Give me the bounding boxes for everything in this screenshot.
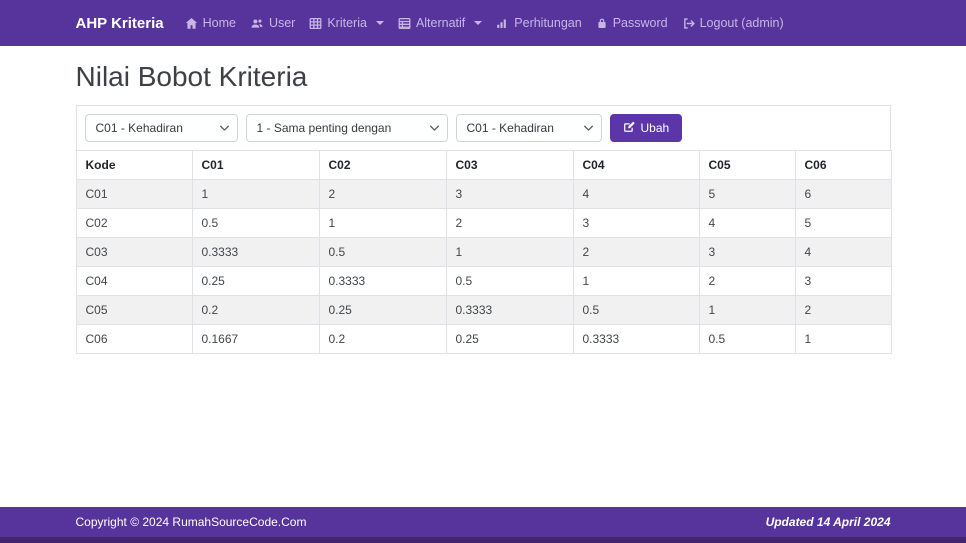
matrix-value-cell: 3 [572,208,700,238]
table-header-cell: C04 [572,150,700,180]
matrix-value-cell: 0.5 [572,295,700,325]
matrix-value-cell: 0.25 [191,266,320,296]
table-row: C01 1 2 3 4 5 6 [75,179,892,209]
nav-item-label: Password [612,16,668,30]
nav-item-user[interactable]: User [243,10,302,36]
matrix-value-cell: 2 [318,179,447,209]
matrix-value-cell: 2 [698,266,796,296]
matrix-value-cell: 0.1667 [191,324,320,354]
logout-icon [682,17,695,30]
nav-links: Home User Kriteria Alternatif Perhitunga… [178,10,791,36]
nav-item-label: Kriteria [327,16,367,30]
matrix-value-cell: 0.5 [191,208,320,238]
matrix-value-cell: 0.3333 [445,295,574,325]
footer-bar: Copyright © 2024 RumahSourceCode.Com Upd… [0,507,966,537]
matrix-value-cell: 4 [698,208,796,238]
row-kode-cell: C03 [75,237,193,267]
table-grid-icon [309,17,322,30]
home-icon [185,17,198,30]
matrix-value-cell: 1 [794,324,892,354]
table-header-cell: C02 [318,150,447,180]
brand-link[interactable]: AHP Kriteria [75,14,164,32]
matrix-value-cell: 1 [191,179,320,209]
matrix-value-cell: 1 [445,237,574,267]
row-kode-cell: C04 [75,266,193,296]
nav-item-password[interactable]: Password [589,10,675,36]
table-list-icon [398,17,411,30]
table-header-cell: C05 [698,150,796,180]
edit-icon [623,121,635,136]
matrix-value-cell: 1 [572,266,700,296]
matrix-value-cell: 5 [794,208,892,238]
footer-accent-strip [0,537,966,543]
nav-item-perhitungan[interactable]: Perhitungan [489,10,588,36]
matrix-value-cell: 3 [698,237,796,267]
matrix-value-cell: 1 [318,208,447,238]
nav-item-label: Home [202,16,236,30]
chevron-down-icon [375,21,384,25]
comparison-form: C01 - Kehadiran 1 - Sama penting dengan … [75,105,891,151]
nav-item-label: Logout (admin) [699,16,784,30]
top-navbar: AHP Kriteria Home User Kriteria Alternat… [0,0,966,46]
matrix-value-cell: 0.5 [318,237,447,267]
kriteria-right-select[interactable]: C01 - Kehadiran [455,114,602,142]
table-row: C04 0.25 0.3333 0.5 1 2 3 [75,266,892,296]
table-row: C05 0.2 0.25 0.3333 0.5 1 2 [75,295,892,325]
main-content: Nilai Bobot Kriteria C01 - Kehadiran 1 -… [0,46,966,507]
criteria-matrix-table: Kode C01 C02 C03 C04 C05 C06 C01 1 2 3 4 5 6 C02 0.5 1 2… [75,150,892,354]
table-header-cell: Kode [75,150,193,180]
matrix-value-cell: 3 [794,266,892,296]
table-row: C03 0.3333 0.5 1 2 3 4 [75,237,892,267]
footer: Copyright © 2024 RumahSourceCode.Com Upd… [0,507,966,543]
matrix-value-cell: 2 [572,237,700,267]
matrix-value-cell: 4 [572,179,700,209]
table-row: C06 0.1667 0.2 0.25 0.3333 0.5 1 [75,324,892,354]
row-kode-cell: C01 [75,179,193,209]
nav-item-label: User [268,16,296,30]
matrix-value-cell: 2 [445,208,574,238]
criteria-table-body: C01 1 2 3 4 5 6 C02 0.5 1 2 3 4 5 C03 0.3333 0.5 1 2 3 4 C04 0… [75,179,892,354]
matrix-value-cell: 3 [445,179,574,209]
matrix-value-cell: 0.25 [318,295,447,325]
row-kode-cell: C05 [75,295,193,325]
table-row: C02 0.5 1 2 3 4 5 [75,208,892,238]
matrix-value-cell: 0.3333 [572,324,700,354]
page-title: Nilai Bobot Kriteria [75,61,308,92]
nav-item-logout[interactable]: Logout (admin) [675,10,791,36]
nav-item-label: Alternatif [415,16,466,30]
lock-icon [596,17,608,30]
row-kode-cell: C06 [75,324,193,354]
matrix-value-cell: 2 [794,295,892,325]
nav-item-alternatif[interactable]: Alternatif [391,10,489,36]
footer-copyright: Copyright © 2024 RumahSourceCode.Com [75,515,307,529]
matrix-value-cell: 0.3333 [318,266,447,296]
footer-updated: Updated 14 April 2024 [765,515,891,529]
matrix-value-cell: 0.2 [191,295,320,325]
ubah-button-label: Ubah [640,121,670,135]
nav-item-home[interactable]: Home [178,10,243,36]
matrix-value-cell: 6 [794,179,892,209]
users-icon [250,17,264,30]
kriteria-left-select[interactable]: C01 - Kehadiran [84,114,238,142]
chart-bars-icon [496,17,509,30]
table-header-cell: C03 [445,150,574,180]
intensity-select[interactable]: 1 - Sama penting dengan [245,114,448,142]
nav-item-kriteria[interactable]: Kriteria [302,10,391,36]
matrix-value-cell: 0.25 [445,324,574,354]
ubah-button[interactable]: Ubah [609,114,683,142]
matrix-value-cell: 4 [794,237,892,267]
table-header-row: Kode C01 C02 C03 C04 C05 C06 [75,150,892,180]
chevron-down-icon [474,21,483,25]
matrix-value-cell: 0.3333 [191,237,320,267]
matrix-value-cell: 0.2 [318,324,447,354]
table-header-cell: C01 [191,150,320,180]
nav-item-label: Perhitungan [514,16,582,30]
matrix-value-cell: 0.5 [445,266,574,296]
table-header-cell: C06 [794,150,892,180]
row-kode-cell: C02 [75,208,193,238]
matrix-value-cell: 1 [698,295,796,325]
matrix-value-cell: 0.5 [698,324,796,354]
matrix-value-cell: 5 [698,179,796,209]
